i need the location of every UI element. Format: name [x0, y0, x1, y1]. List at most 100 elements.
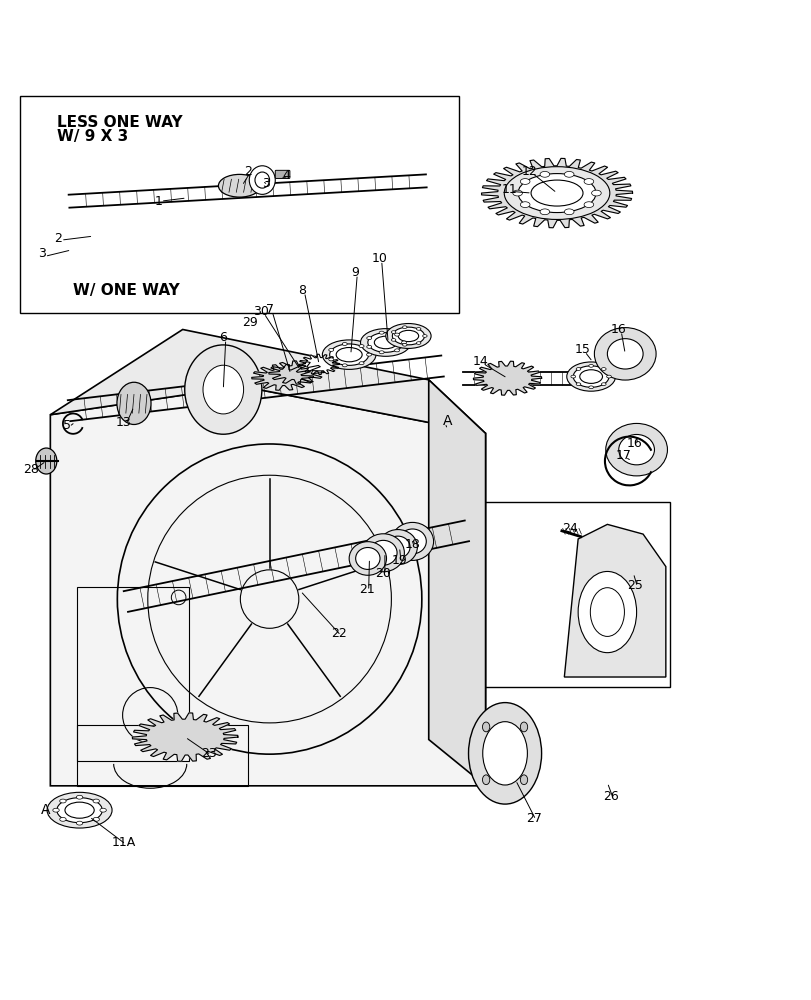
- Text: 3: 3: [38, 247, 46, 260]
- Ellipse shape: [60, 817, 66, 821]
- Ellipse shape: [367, 333, 403, 352]
- Text: 13: 13: [115, 416, 131, 429]
- Ellipse shape: [588, 364, 593, 367]
- Text: 27: 27: [526, 812, 542, 825]
- Polygon shape: [564, 524, 665, 677]
- Ellipse shape: [57, 798, 102, 823]
- Text: 11: 11: [501, 183, 517, 196]
- Text: W/ 9 X 3: W/ 9 X 3: [57, 129, 128, 144]
- Text: 2: 2: [243, 165, 251, 178]
- Text: 23: 23: [201, 747, 217, 760]
- Text: LESS ONE WAY: LESS ONE WAY: [57, 115, 182, 130]
- Ellipse shape: [385, 324, 431, 348]
- Ellipse shape: [341, 342, 347, 345]
- Ellipse shape: [607, 339, 642, 369]
- Ellipse shape: [416, 328, 420, 330]
- Text: 20: 20: [375, 567, 391, 580]
- Text: 30: 30: [253, 305, 269, 318]
- Polygon shape: [428, 380, 485, 786]
- Ellipse shape: [539, 209, 549, 215]
- FancyBboxPatch shape: [275, 170, 290, 178]
- Ellipse shape: [355, 548, 380, 569]
- Ellipse shape: [328, 358, 333, 361]
- Ellipse shape: [218, 174, 260, 197]
- Ellipse shape: [391, 331, 396, 333]
- Ellipse shape: [358, 362, 363, 365]
- Ellipse shape: [360, 329, 410, 356]
- Ellipse shape: [349, 542, 386, 575]
- Ellipse shape: [93, 799, 99, 803]
- Ellipse shape: [65, 802, 94, 818]
- Ellipse shape: [328, 348, 333, 351]
- Ellipse shape: [517, 174, 595, 213]
- Ellipse shape: [402, 343, 406, 346]
- Ellipse shape: [391, 522, 433, 560]
- Ellipse shape: [520, 202, 530, 208]
- Text: 16: 16: [610, 323, 626, 336]
- Ellipse shape: [362, 534, 404, 572]
- Text: 7: 7: [265, 303, 273, 316]
- Ellipse shape: [566, 362, 615, 391]
- Ellipse shape: [391, 339, 396, 341]
- Polygon shape: [50, 386, 485, 786]
- Ellipse shape: [606, 375, 611, 378]
- Ellipse shape: [203, 365, 243, 414]
- Text: 19: 19: [391, 554, 407, 567]
- Text: 11A: 11A: [111, 836, 135, 849]
- Text: 5: 5: [62, 419, 71, 432]
- Polygon shape: [473, 361, 541, 395]
- Polygon shape: [481, 158, 632, 228]
- Ellipse shape: [93, 817, 99, 821]
- Ellipse shape: [530, 180, 582, 206]
- Ellipse shape: [576, 383, 580, 386]
- Ellipse shape: [504, 167, 609, 219]
- Ellipse shape: [374, 336, 397, 349]
- Text: 4: 4: [281, 169, 290, 182]
- Text: 25: 25: [626, 579, 642, 592]
- Ellipse shape: [378, 530, 417, 565]
- Text: 28: 28: [23, 463, 39, 476]
- Ellipse shape: [402, 326, 406, 329]
- Ellipse shape: [564, 209, 573, 215]
- Ellipse shape: [76, 821, 83, 825]
- Ellipse shape: [358, 345, 363, 348]
- Ellipse shape: [336, 348, 362, 362]
- Ellipse shape: [322, 340, 375, 369]
- Text: 12: 12: [521, 165, 537, 178]
- Ellipse shape: [601, 383, 605, 386]
- Text: 14: 14: [472, 355, 488, 368]
- Text: 24: 24: [561, 522, 577, 535]
- Ellipse shape: [513, 190, 521, 196]
- Ellipse shape: [605, 423, 667, 476]
- Text: A: A: [41, 803, 50, 817]
- Text: W/ ONE WAY: W/ ONE WAY: [73, 283, 179, 298]
- Ellipse shape: [369, 540, 397, 565]
- Ellipse shape: [397, 330, 418, 342]
- Ellipse shape: [482, 775, 489, 785]
- Polygon shape: [50, 329, 485, 433]
- Text: 9: 9: [351, 266, 359, 279]
- Ellipse shape: [249, 166, 275, 194]
- Ellipse shape: [422, 335, 427, 337]
- Text: 3: 3: [262, 177, 270, 190]
- Ellipse shape: [401, 341, 406, 344]
- Ellipse shape: [185, 345, 261, 434]
- Ellipse shape: [398, 529, 426, 554]
- Ellipse shape: [36, 448, 57, 474]
- Ellipse shape: [392, 327, 424, 345]
- Bar: [77, 587, 189, 761]
- Ellipse shape: [100, 808, 106, 812]
- Ellipse shape: [379, 331, 384, 334]
- Ellipse shape: [416, 342, 420, 344]
- Polygon shape: [251, 365, 313, 390]
- Ellipse shape: [539, 171, 549, 177]
- Ellipse shape: [468, 703, 541, 804]
- Ellipse shape: [588, 386, 593, 389]
- Ellipse shape: [577, 571, 636, 653]
- Text: 22: 22: [331, 627, 347, 640]
- Ellipse shape: [594, 328, 655, 380]
- Ellipse shape: [60, 799, 66, 803]
- Ellipse shape: [591, 190, 600, 196]
- Bar: [77, 725, 247, 786]
- Polygon shape: [298, 354, 339, 375]
